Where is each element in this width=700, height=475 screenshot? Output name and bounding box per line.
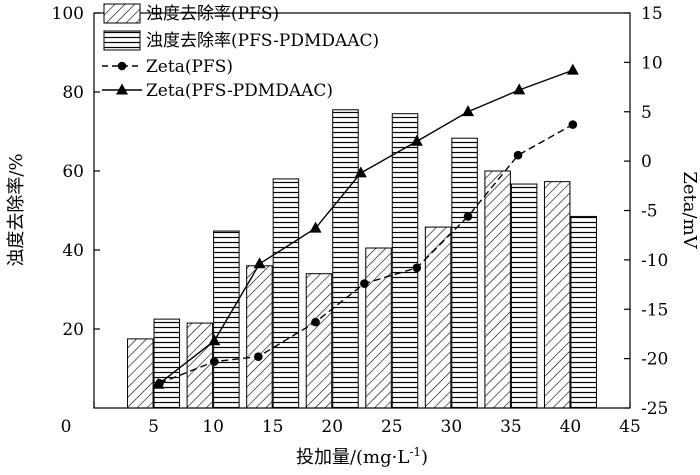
point-zeta-pfs-pdmdaac-4 bbox=[354, 166, 367, 178]
x-tick-label: 15 bbox=[262, 417, 284, 437]
legend-marker-triangle bbox=[116, 83, 128, 95]
legend: 浊度去除率(PFS) 浊度去除率(PFS-PDMDAAC) Zeta(PFS) Zet… bbox=[102, 3, 379, 101]
x-axis-title-suffix: ) bbox=[421, 447, 428, 468]
bar-pfs-pdmdaac-6 bbox=[510, 183, 538, 409]
x-tick-label: 45 bbox=[619, 417, 641, 437]
bar-pfs-6 bbox=[484, 170, 511, 409]
point-zeta-pfs-8 bbox=[568, 120, 578, 129]
point-zeta-pfs-pdmdaac-3 bbox=[309, 221, 322, 233]
point-zeta-pfs-1 bbox=[210, 357, 219, 366]
y-right-tick-label: 5 bbox=[641, 103, 652, 123]
bar-pfs-1 bbox=[186, 322, 214, 409]
y-left-axis-title: 浊度去除率/% bbox=[6, 153, 27, 266]
y-right-tick-label: 15 bbox=[641, 4, 663, 24]
point-zeta-pfs-pdmdaac-7 bbox=[513, 83, 526, 95]
point-zeta-pfs-pdmdaac-2 bbox=[253, 257, 266, 269]
legend-swatch-1 bbox=[103, 30, 141, 51]
y-right-tick-label: -15 bbox=[641, 300, 668, 320]
bar-pfs-pdmdaac-5 bbox=[451, 137, 478, 409]
x-tick-label: 0 bbox=[61, 417, 72, 437]
point-zeta-pfs-4 bbox=[360, 279, 369, 288]
x-axis-title-main: 投加量/(mg·L bbox=[296, 447, 409, 468]
y-right-tick-label: -10 bbox=[641, 251, 668, 271]
y-right-tick-label: -5 bbox=[641, 202, 658, 222]
bar-pfs-pdmdaac-3 bbox=[332, 109, 359, 409]
legend-label-3: Zeta(PFS-PDMDAAC) bbox=[146, 81, 333, 101]
lines-layer bbox=[152, 63, 579, 389]
bar-pfs-4 bbox=[365, 247, 392, 409]
y-left-tick-label: 20 bbox=[62, 320, 84, 340]
y-right-tick-label: -25 bbox=[641, 399, 668, 419]
bar-pfs-pdmdaac-7 bbox=[570, 215, 597, 409]
y-right-axis-title: Zeta/mV bbox=[679, 171, 700, 249]
point-zeta-pfs-7 bbox=[513, 150, 523, 160]
point-zeta-pfs-pdmdaac-5 bbox=[410, 134, 423, 146]
legend-label-0: 浊度去除率(PFS) bbox=[146, 4, 279, 24]
x-tick-label: 10 bbox=[202, 417, 224, 437]
point-zeta-pfs-3 bbox=[311, 317, 320, 327]
x-tick-label: 30 bbox=[441, 417, 463, 437]
point-zeta-pfs-5 bbox=[412, 263, 422, 273]
bar-pfs-3 bbox=[305, 273, 333, 409]
point-zeta-pfs-pdmdaac-0 bbox=[152, 377, 165, 389]
point-zeta-pfs-pdmdaac-1 bbox=[208, 334, 221, 346]
bar-pfs-7 bbox=[543, 181, 571, 409]
y-right-tick-label: 0 bbox=[641, 152, 652, 172]
legend-swatch-0 bbox=[103, 3, 141, 24]
legend-marker-circle bbox=[117, 61, 127, 71]
y-right-tick-label: -20 bbox=[641, 350, 668, 370]
y-left-tick-label: 80 bbox=[62, 83, 84, 103]
bar-pfs-pdmdaac-2 bbox=[272, 178, 300, 409]
x-tick-label: 5 bbox=[148, 417, 159, 437]
x-axis-title: 投加量/(mg·L-1) bbox=[296, 445, 428, 468]
y-left-tick-label: 60 bbox=[62, 162, 84, 182]
x-tick-label: 20 bbox=[321, 417, 343, 437]
legend-label-2: Zeta(PFS) bbox=[146, 57, 233, 77]
x-tick-label: 40 bbox=[560, 417, 582, 437]
bar-pfs-2 bbox=[246, 265, 273, 409]
x-tick-label: 35 bbox=[500, 417, 522, 437]
point-zeta-pfs-2 bbox=[254, 352, 263, 361]
point-zeta-pfs-6 bbox=[463, 212, 473, 221]
axes-layer: 0 5 10 15 20 25 30 35 40 4520406080100-25-20-15-1… bbox=[6, 4, 700, 468]
y-left-tick-label: 100 bbox=[52, 4, 84, 24]
bars-layer bbox=[127, 109, 597, 409]
y-left-tick-label: 40 bbox=[62, 241, 84, 261]
point-zeta-pfs-pdmdaac-8 bbox=[566, 63, 579, 75]
bar-pfs-5 bbox=[424, 226, 452, 409]
bar-pfs-pdmdaac-4 bbox=[391, 113, 419, 409]
x-axis-title-sup: -1 bbox=[409, 445, 421, 459]
point-zeta-pfs-pdmdaac-6 bbox=[462, 105, 475, 117]
x-tick-label: 25 bbox=[381, 417, 403, 437]
legend-label-1: 浊度去除率(PFS-PDMDAAC) bbox=[146, 31, 379, 51]
y-right-tick-label: 10 bbox=[641, 53, 663, 73]
bar-pfs-0 bbox=[127, 338, 154, 409]
bar-pfs-pdmdaac-0 bbox=[153, 318, 181, 409]
